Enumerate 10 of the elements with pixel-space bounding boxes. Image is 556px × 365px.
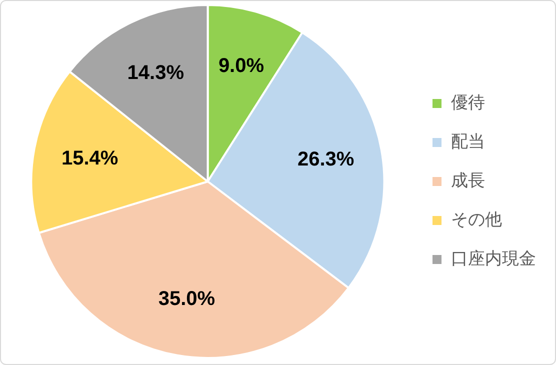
legend-label: 口座内現金 (451, 248, 536, 269)
legend-label: 優待 (451, 92, 485, 113)
legend-label: 成長 (451, 170, 485, 191)
data-label: 15.4% (61, 148, 118, 170)
data-label: 26.3% (297, 148, 354, 171)
data-label: 14.3% (127, 62, 184, 84)
legend-label: その他 (451, 210, 502, 230)
data-label: 9.0% (218, 54, 264, 77)
data-label: 35.0% (158, 288, 216, 310)
legend-label: 配当 (451, 132, 485, 152)
